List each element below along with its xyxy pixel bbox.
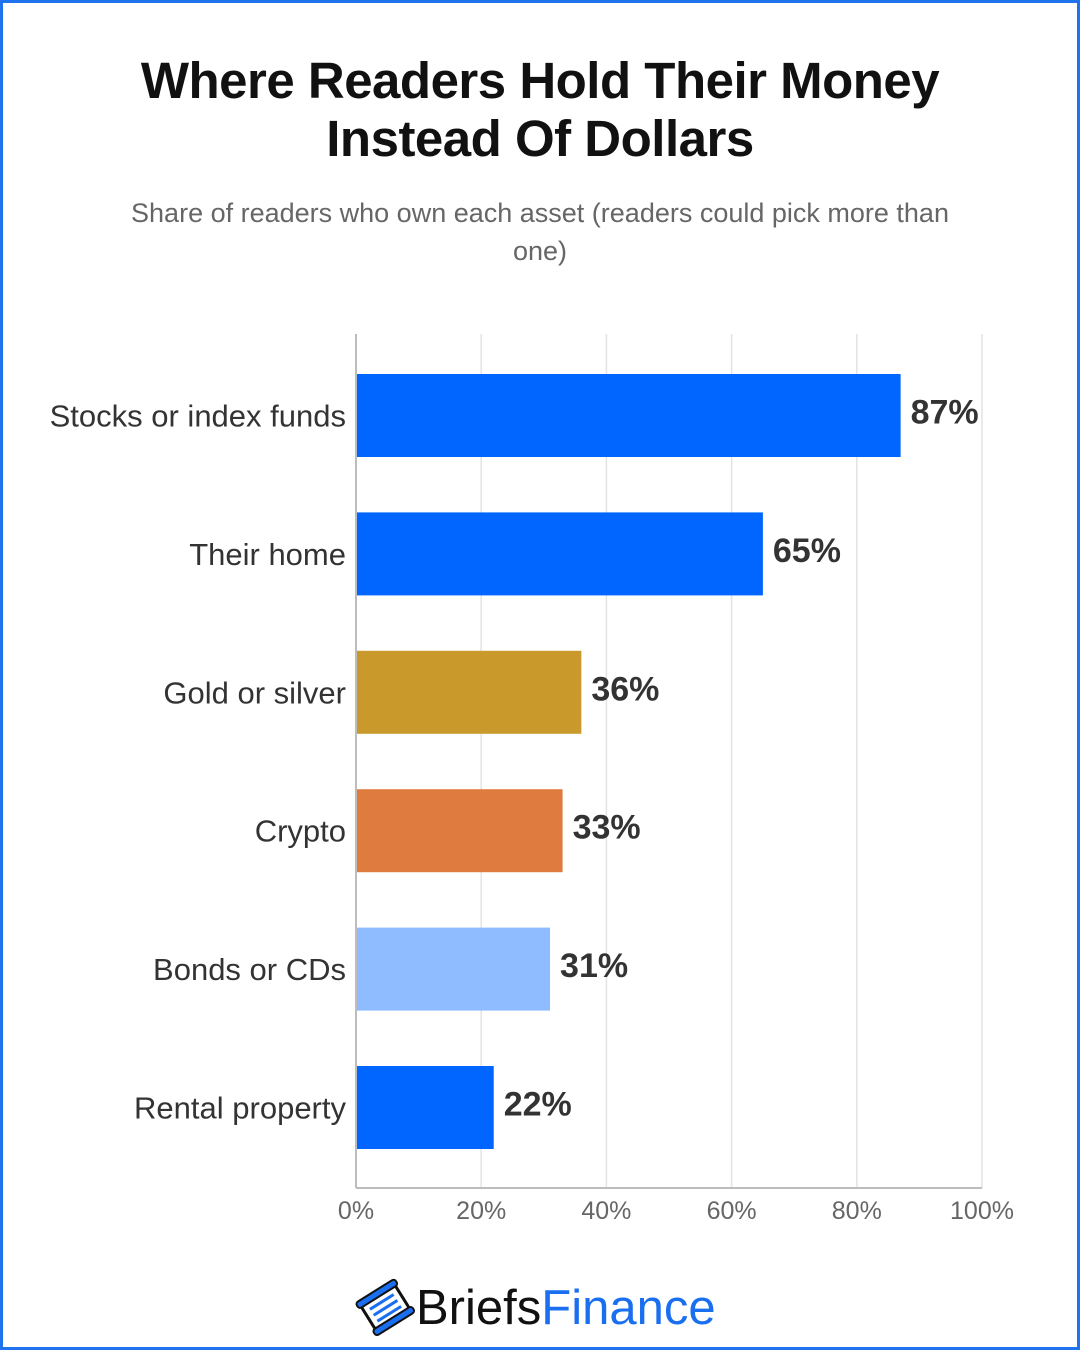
category-label: Gold or silver — [163, 675, 346, 710]
category-label: Stocks or index funds — [50, 399, 346, 434]
title-line-2: Instead Of Dollars — [326, 110, 754, 167]
category-label: Their home — [189, 537, 346, 572]
bar — [357, 374, 901, 457]
bar — [357, 650, 582, 734]
logo-wordmark: BriefsFinance — [416, 1278, 716, 1338]
data-label: 22% — [504, 1086, 572, 1124]
x-tick-label: 60% — [707, 1197, 757, 1225]
title-line-1: Where Readers Hold Their Money — [140, 52, 940, 109]
data-label: 33% — [573, 809, 641, 847]
category-label: Rental property — [134, 1091, 346, 1126]
bar — [357, 1066, 494, 1149]
x-tick-label: 20% — [456, 1197, 506, 1225]
brand-logo: BriefsFinance — [354, 1276, 734, 1338]
logo-word-briefs: Briefs — [416, 1281, 542, 1335]
logo-word-finance: Finance — [541, 1281, 716, 1335]
category-label: Crypto — [255, 814, 346, 849]
bar — [357, 927, 551, 1011]
data-label: 36% — [591, 670, 659, 708]
x-tick-label: 0% — [338, 1197, 374, 1225]
data-label: 65% — [773, 532, 841, 570]
data-label: 87% — [911, 394, 979, 432]
chart-subtitle: Share of readers who own each asset (rea… — [131, 198, 949, 266]
piggy-bank-icon — [355, 1278, 415, 1337]
x-tick-label: 80% — [832, 1197, 882, 1225]
x-tick-label: 40% — [581, 1197, 631, 1225]
bar — [357, 789, 563, 873]
data-label: 31% — [560, 947, 628, 985]
x-tick-label: 100% — [950, 1197, 1014, 1225]
chart-title: Where Readers Hold Their Money Instead O… — [0, 52, 1080, 168]
bar — [357, 512, 763, 596]
category-label: Bonds or CDs — [153, 952, 346, 987]
